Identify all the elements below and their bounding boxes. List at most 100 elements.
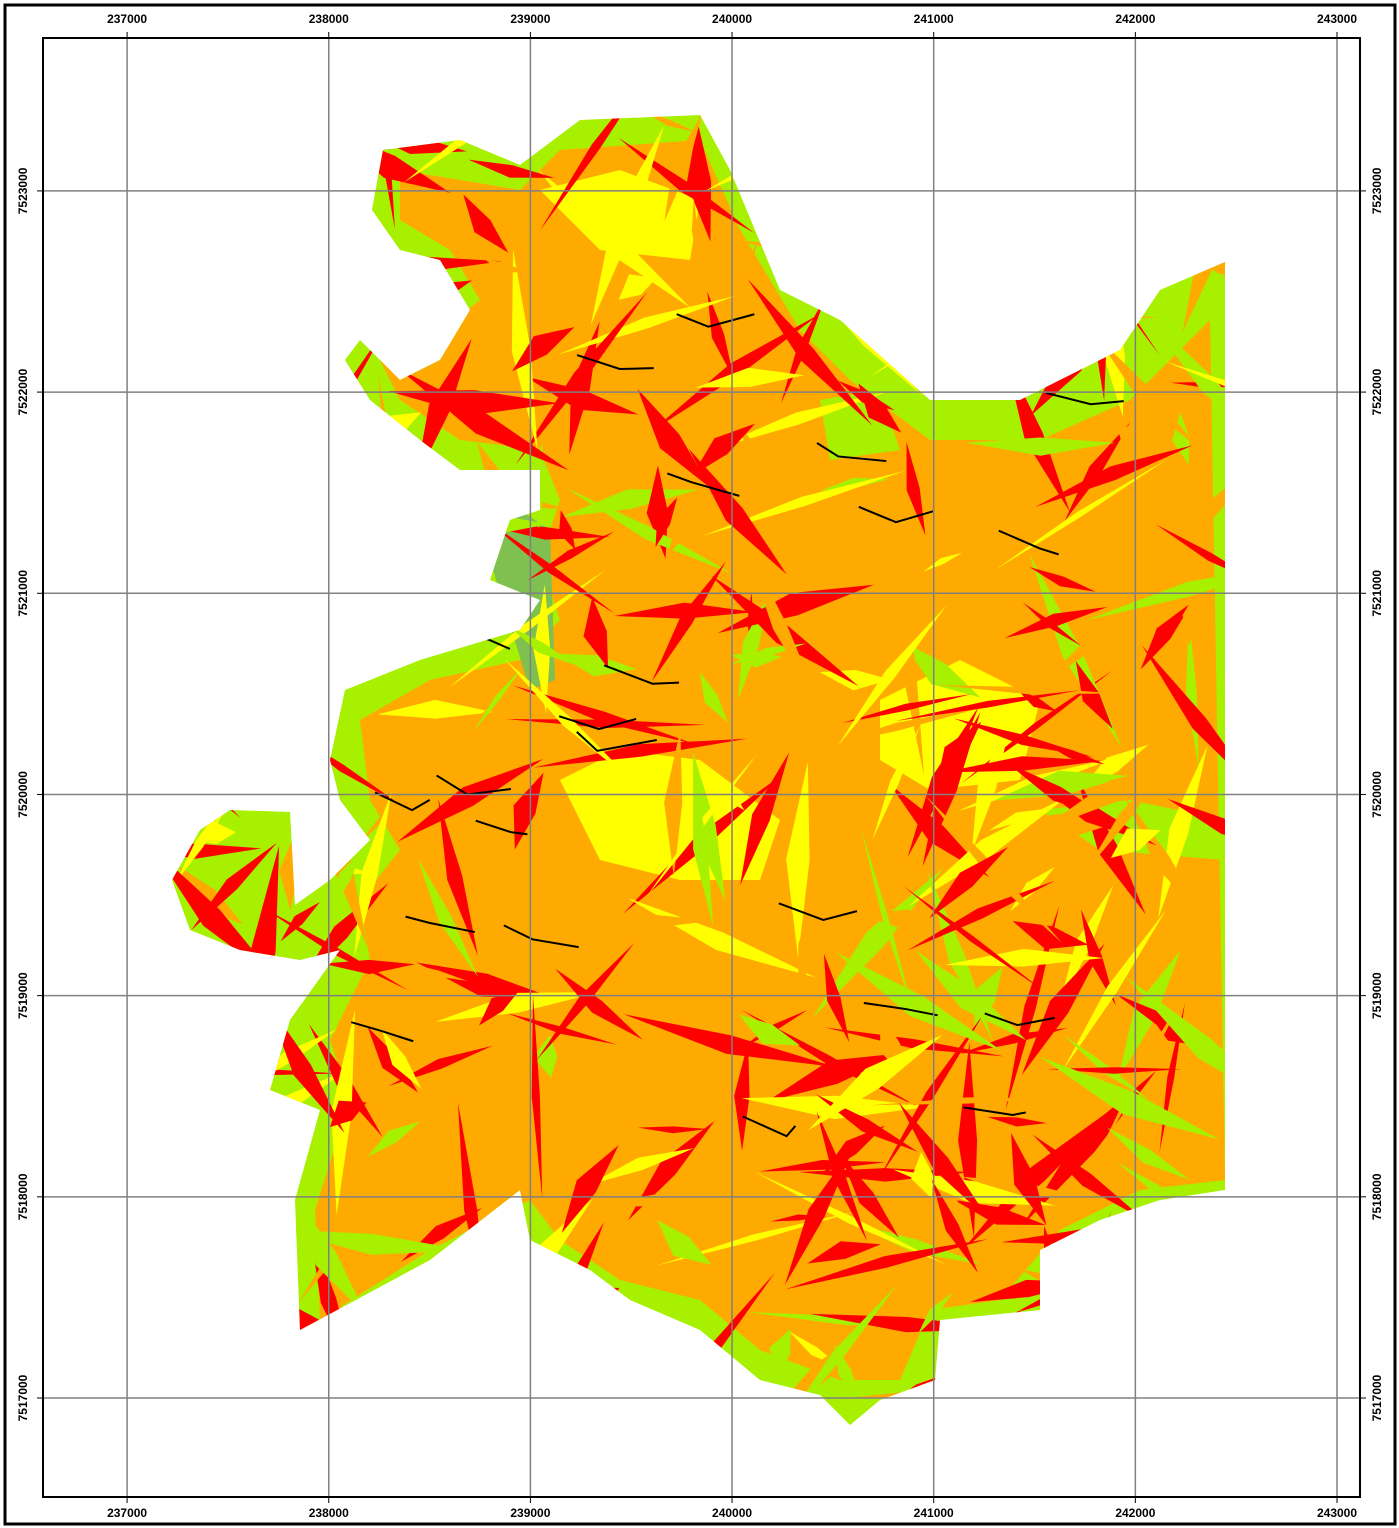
terrain-patch (1032, 1134, 1145, 1221)
terrain-patch (506, 719, 706, 729)
terrain-patch (435, 992, 600, 1022)
terrain-patch (702, 470, 906, 536)
terrain-patch (906, 441, 926, 536)
terrain-patch (911, 1152, 933, 1199)
terrain-patch (825, 1027, 1004, 1057)
terrain-patch (965, 437, 1115, 456)
drainage (963, 1106, 1027, 1116)
terrain-patch (616, 277, 682, 395)
y-tick-label: 7521000 (16, 570, 30, 617)
terrain-patch (668, 499, 706, 555)
terrain-patch (438, 798, 478, 956)
terrain-patch (740, 752, 790, 886)
terrain-patch (651, 561, 726, 682)
terrain-patch (693, 752, 726, 902)
terrain-patch (178, 866, 243, 925)
terrain-patch (798, 881, 819, 1011)
drainage (558, 715, 637, 731)
y-tick-label: 7517000 (1370, 1374, 1384, 1421)
x-tick-label: 242000 (1115, 12, 1155, 26)
terrain-patch (907, 706, 979, 858)
terrain-patch (539, 115, 655, 231)
terrain-patch (939, 684, 1118, 695)
terrain-patch (1107, 1127, 1190, 1180)
x-tick-label: 239000 (510, 1506, 550, 1520)
terrain-patch (879, 1013, 985, 1178)
terrain-patch (555, 968, 643, 1040)
terrain-patch (767, 1052, 904, 1102)
terrain-patch (1132, 444, 1225, 596)
terrain-patch (898, 1102, 990, 1220)
terrain-patch (515, 292, 648, 465)
terrain-patch (1086, 563, 1225, 621)
y-tick-label: 7521000 (1370, 570, 1384, 617)
terrain-patch (807, 1241, 881, 1264)
drainage (858, 505, 934, 524)
x-tick-label: 243000 (1317, 12, 1357, 26)
terrain-patch (742, 537, 823, 713)
terrain-patch (614, 602, 755, 619)
terrain-patch (819, 670, 891, 691)
terrain-patch (807, 1034, 943, 1131)
terrain-patch (1143, 310, 1225, 456)
terrain-patch (1124, 796, 1206, 921)
terrain-patch (1040, 1056, 1220, 1140)
drainage (405, 915, 475, 934)
terrain-patch (637, 1126, 709, 1134)
terrain-patch (172, 847, 279, 982)
terrain-patch (1029, 566, 1096, 592)
terrain-patch (322, 959, 416, 975)
terrain-patch (903, 886, 1043, 990)
terrain-patch (1155, 524, 1225, 587)
terrain-patch (786, 762, 810, 958)
terrain-patch (699, 671, 728, 723)
drainage (475, 819, 528, 836)
terrain-patch (959, 575, 991, 607)
terrain-patch (899, 559, 925, 776)
x-tick-label: 239000 (510, 12, 550, 26)
drainage (576, 354, 654, 371)
drainage (667, 472, 740, 497)
terrain-patch (1017, 689, 1057, 712)
terrain-patch (759, 1159, 886, 1172)
terrain-patch (637, 388, 710, 488)
terrain-patch (1126, 977, 1225, 1114)
terrain-patch (267, 1002, 345, 1134)
terrain-patch (987, 1116, 1047, 1127)
terrain-patch (785, 1239, 989, 1290)
terrain-patch (971, 721, 1011, 853)
terrain-patch (823, 953, 850, 1043)
terrain-patch (895, 690, 1080, 722)
terrain-patch (191, 842, 277, 931)
terrain-patch (835, 952, 1002, 1051)
terrain-patch (531, 994, 543, 1199)
terrain-patch (277, 1229, 469, 1255)
y-tick-label: 7519000 (16, 972, 30, 1019)
x-tick-label: 243000 (1317, 1506, 1357, 1520)
terrain-patch (1058, 885, 1114, 1007)
terrain-patch (994, 770, 1130, 801)
terrain-patch (512, 685, 695, 745)
terrain-patch (908, 795, 1069, 907)
terrain-patch (588, 1148, 694, 1185)
terrain-patch (769, 1328, 791, 1376)
terrain-patch (1164, 361, 1225, 404)
terrain-patch (1022, 602, 1082, 646)
terrain-patch (1021, 943, 1105, 1076)
drainage (351, 1021, 414, 1043)
terrain-patch (175, 809, 226, 883)
drainage (742, 1115, 797, 1138)
terrain-patch (295, 1198, 366, 1315)
drainage (998, 529, 1059, 556)
map-frame (42, 37, 1361, 1498)
drainage (816, 442, 887, 463)
terrain-patch (463, 194, 509, 253)
terrain-patch (840, 1154, 899, 1238)
terrain-patch (485, 259, 524, 274)
terrain-patch (547, 1218, 731, 1243)
terrain-patch (512, 327, 575, 372)
drainage (863, 1002, 938, 1017)
terrain-patch (1140, 601, 1193, 670)
terrain-patch (1047, 1067, 1182, 1074)
